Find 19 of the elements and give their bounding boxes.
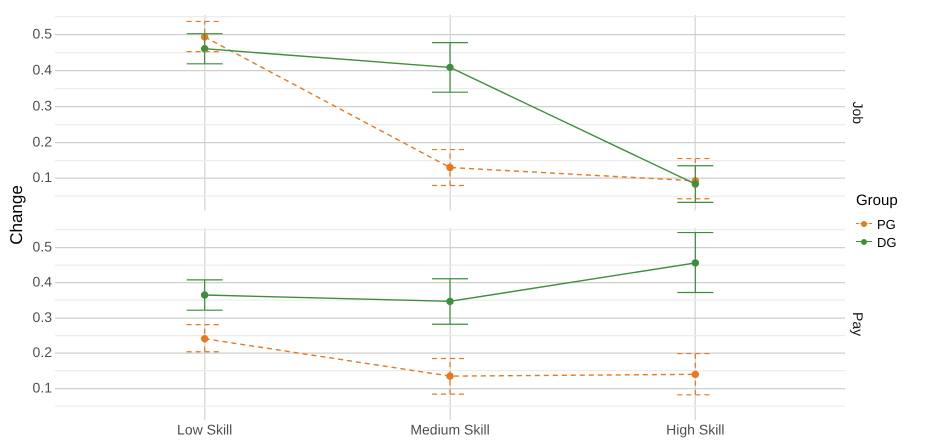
y-tick-label: 0.3	[32, 308, 52, 325]
y-tick-label: 0.5	[32, 238, 52, 254]
text: Pay	[850, 312, 866, 336]
y-tick-label: 0.1	[32, 379, 52, 396]
legend-title: Group	[856, 192, 898, 209]
legend-label: PG	[877, 216, 896, 232]
x-tick-label: Low Skill	[177, 421, 232, 438]
y-tick-label: 0.3	[32, 97, 52, 114]
y-tick-label: 0.1	[32, 169, 52, 186]
y-tick-label: 0.2	[32, 344, 52, 360]
y-axis-title: Change	[6, 185, 27, 245]
y-tick-label: 0.2	[32, 133, 52, 150]
text: Job	[850, 102, 866, 124]
x-tick-label: High Skill	[666, 421, 725, 438]
y-tick-label: 0.5	[32, 26, 52, 42]
x-tick-label: Medium Skill	[410, 421, 490, 438]
y-tick-label: 0.4	[32, 61, 52, 78]
legend-label: DG	[877, 234, 896, 250]
y-tick-label: 0.4	[32, 274, 52, 290]
